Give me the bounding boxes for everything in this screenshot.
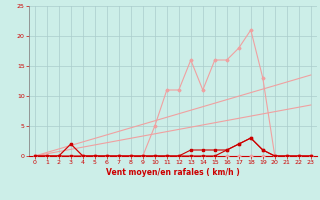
X-axis label: Vent moyen/en rafales ( km/h ): Vent moyen/en rafales ( km/h ) <box>106 168 240 177</box>
